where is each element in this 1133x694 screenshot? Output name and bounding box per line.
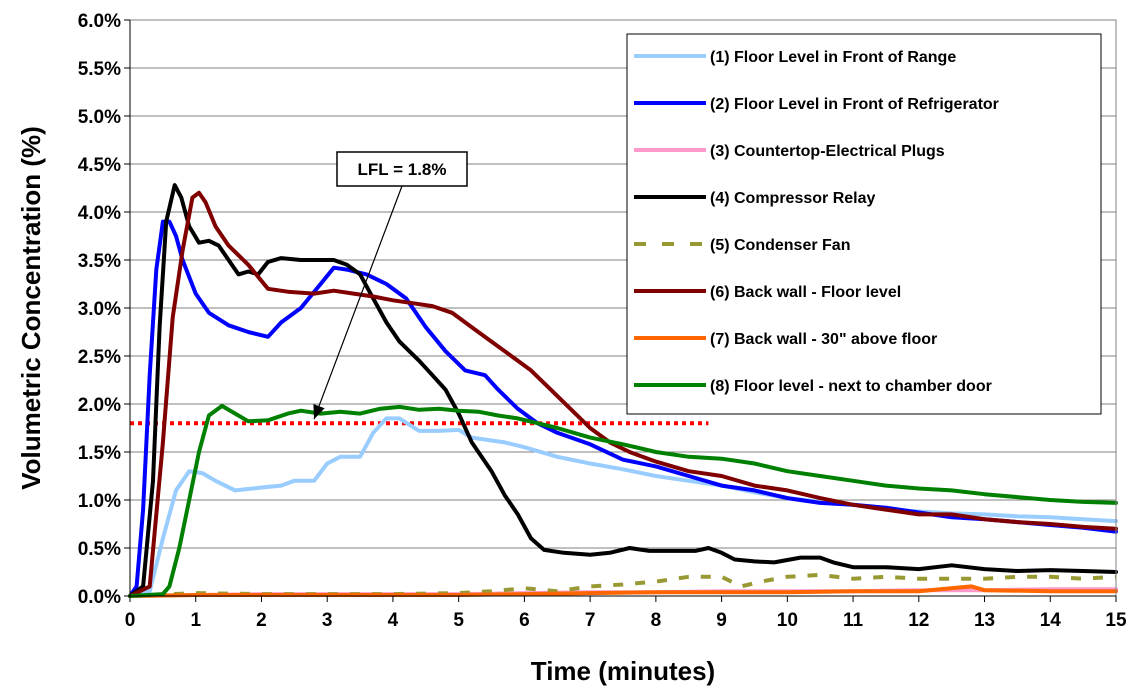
x-tick-label: 4 (388, 610, 399, 631)
y-tick-label: 0.5% (78, 539, 121, 560)
legend-label: (5) Condenser Fan (710, 237, 850, 254)
annotation-arrow (313, 185, 403, 420)
x-tick-label: 14 (1040, 610, 1062, 631)
legend-label: (1) Floor Level in Front of Range (710, 49, 956, 66)
y-tick-label: 3.5% (78, 251, 121, 272)
x-axis-title: Time (minutes) (531, 656, 715, 686)
y-tick-label: 3.0% (78, 299, 121, 320)
legend: (1) Floor Level in Front of Range (2) Flo… (626, 33, 1102, 415)
annotation-label: LFL = 1.8% (358, 160, 447, 179)
y-tick-label: 4.0% (78, 203, 121, 224)
series-line-6-back-wall-floor-level (128, 190, 1118, 598)
x-tick-label: 8 (651, 610, 662, 631)
x-tick-label: 0 (125, 610, 136, 631)
y-tick-label: 1.0% (78, 491, 121, 512)
legend-box (626, 33, 1102, 415)
series-line-7-back-wall-30-above-floor (128, 584, 1118, 598)
x-tick-label: 3 (322, 610, 333, 631)
legend-label: (3) Countertop-Electrical Plugs (710, 143, 945, 160)
x-tick-label: 9 (716, 610, 727, 631)
y-tick-label: 5.0% (78, 107, 121, 128)
x-tick-label: 10 (777, 610, 798, 631)
y-axis: 0.0% 0.5% 1.0% 1.5% 2.0% 2.5% 3.0% 3.5% 4.0% 4.5%… (78, 11, 131, 608)
y-axis-title: Volumetric Concentration (%) (16, 126, 46, 490)
x-tick-label: 2 (256, 610, 267, 631)
x-tick-label: 5 (453, 610, 464, 631)
x-tick-label: 11 (843, 610, 864, 631)
lfl-annotation: LFL = 1.8% (313, 151, 468, 420)
legend-label: (8) Floor level - next to chamber door (710, 378, 992, 395)
annotation-arrowhead (313, 403, 325, 420)
series-line-8-floor-level-next-to-chamber-door (128, 403, 1118, 598)
y-tick-label: 1.5% (78, 443, 121, 464)
x-tick-label: 7 (585, 610, 596, 631)
y-tick-label: 4.5% (78, 155, 121, 176)
y-tick-label: 5.5% (78, 59, 121, 80)
series-line-4-compressor-relay (128, 183, 1118, 598)
legend-label: (6) Back wall - Floor level (710, 284, 901, 301)
x-tick-label: 12 (908, 610, 929, 631)
y-tick-label: 0.0% (78, 587, 121, 608)
x-tick-label: 13 (974, 610, 995, 631)
series-lines (128, 183, 1118, 598)
x-tick-label: 1 (190, 610, 201, 631)
y-tick-label: 2.5% (78, 347, 121, 368)
y-tick-label: 2.0% (78, 395, 121, 416)
x-tick-label: 6 (519, 610, 530, 631)
legend-label: (4) Compressor Relay (710, 190, 875, 207)
legend-label: (2) Floor Level in Front of Refrigerator (710, 96, 999, 113)
x-tick-label: 15 (1105, 610, 1127, 631)
y-tick-label: 6.0% (78, 11, 121, 32)
x-axis: 0 1 2 3 4 5 6 7 8 9 10 11 12 13 14 15 (125, 595, 1127, 631)
legend-label: (7) Back wall - 30" above floor (710, 331, 937, 348)
